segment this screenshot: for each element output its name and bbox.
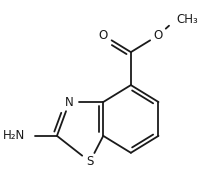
Text: CH₃: CH₃	[176, 13, 198, 26]
Text: O: O	[154, 29, 163, 42]
Text: H₂N: H₂N	[3, 129, 25, 142]
Text: S: S	[86, 155, 94, 168]
Text: O: O	[99, 29, 108, 42]
Text: N: N	[65, 96, 74, 108]
